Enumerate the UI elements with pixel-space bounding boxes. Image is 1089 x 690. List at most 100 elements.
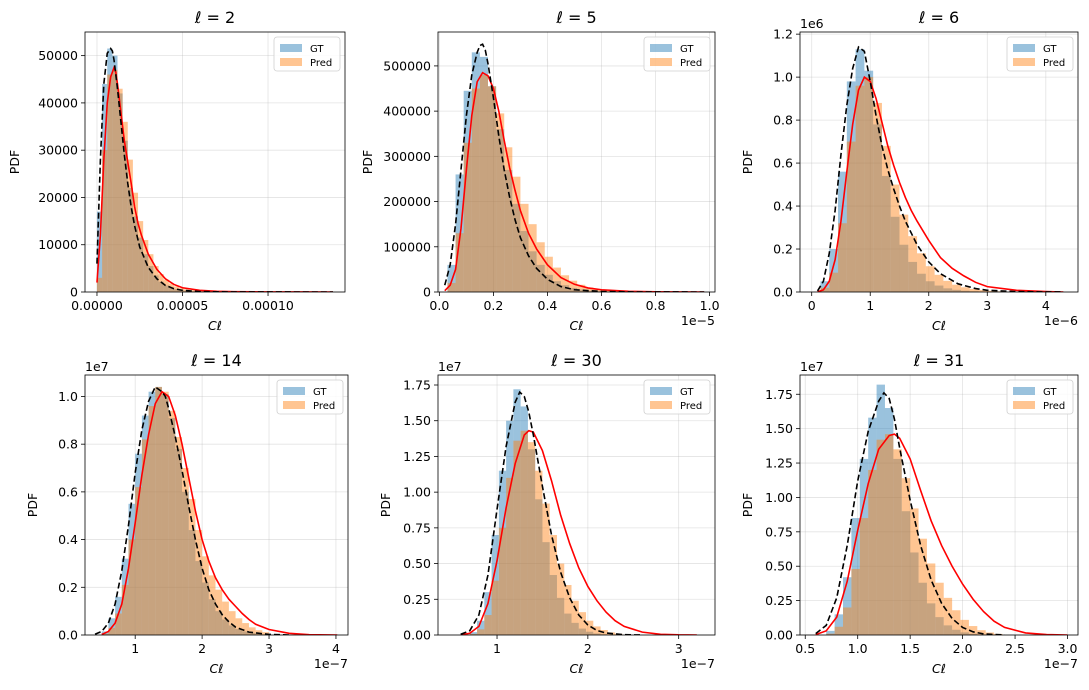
legend-gt-label: GT	[310, 44, 324, 55]
subplot-5: 1 2 30.000.250.500.751.001.251.501.75ℓ = 3…	[378, 351, 715, 676]
x-axis-label: Cℓ	[208, 318, 222, 333]
legend-gt-swatch	[1013, 387, 1035, 395]
y-tick-label: 1.2	[773, 27, 793, 42]
x-scale-label: 1e−7	[681, 656, 715, 671]
subplot-title: ℓ = 2	[194, 8, 235, 27]
x-tick-label: 0.2	[483, 298, 503, 313]
subplot-title: ℓ = 14	[190, 351, 242, 370]
y-tick-label: 200000	[383, 194, 431, 209]
pred-hist-bar	[488, 86, 496, 292]
x-tick-label: 3	[265, 641, 273, 656]
x-scale-label: 1e−6	[1044, 313, 1078, 328]
x-tick-label: 0.8	[646, 298, 666, 313]
x-tick-label: 0	[808, 298, 816, 313]
x-tick-label: 1.5	[900, 641, 920, 656]
x-axis-label: Cℓ	[570, 318, 584, 333]
pred-hist-bar	[149, 406, 156, 635]
pred-hist-bar	[521, 431, 528, 635]
pred-hist-bar	[464, 143, 472, 292]
y-axis-label: PDF	[740, 493, 755, 517]
pred-hist-bar	[236, 618, 243, 635]
pred-hist-bar	[952, 285, 961, 292]
pred-hist-bar	[535, 471, 542, 635]
pred-hist-bar	[115, 614, 122, 635]
pred-hist-bar	[477, 629, 484, 635]
subplot-4: 1 2 3 4 0.0 0.2 0.4 0.6 0.8 1.0 ℓ = 14 Cℓ PDF 1e−7 1e7…	[25, 351, 348, 676]
pred-hist-bar	[927, 563, 935, 635]
pred-hist-bar	[856, 86, 865, 292]
subplot-title: ℓ = 5	[555, 8, 596, 27]
x-tick-label: 3	[675, 641, 683, 656]
y-tick-label: 0	[70, 285, 78, 300]
y-tick-label: 30000	[38, 143, 78, 158]
y-scale-label: 1e7	[85, 359, 109, 374]
legend-pred-swatch	[280, 58, 302, 66]
subplot-6: 0.5 1.0 1.5 2.0 2.5 3.00.000.250.500.751.001.…	[740, 351, 1078, 676]
subplot-title: ℓ = 31	[913, 351, 965, 370]
legend-gt-swatch	[280, 44, 302, 52]
pred-hist-bar	[943, 281, 952, 292]
legend-gt-swatch	[283, 387, 305, 395]
pred-hist-bar	[860, 518, 868, 635]
legend: GT Pred	[277, 380, 343, 414]
pred-hist-bar	[164, 280, 169, 292]
x-tick-label: 3.0	[1058, 641, 1078, 656]
legend-pred-label: Pred	[310, 58, 332, 69]
x-axis-label: Cℓ	[210, 661, 224, 676]
plot-area	[445, 44, 704, 292]
plot-area	[816, 385, 1068, 635]
legend-pred-label: Pred	[1043, 58, 1065, 69]
x-tick-label: 4	[1042, 298, 1050, 313]
x-tick-label: 1	[866, 298, 874, 313]
y-axis-label: PDF	[740, 150, 755, 174]
pred-hist-bar	[910, 508, 918, 635]
y-tick-label: 0.0	[58, 628, 78, 643]
pred-hist-bar	[182, 468, 189, 635]
y-tick-label: 0.8	[773, 113, 793, 128]
figure-canvas: 0.00000 0.00005 0.000100100002000030000400…	[0, 0, 1089, 690]
legend-gt-label: GT	[313, 387, 327, 398]
legend-gt-label: GT	[1043, 387, 1057, 398]
pred-hist-bar	[873, 103, 882, 292]
pred-hist-bar	[572, 601, 579, 635]
y-tick-label: 0.75	[403, 520, 431, 535]
pred-hist-bar	[908, 236, 917, 292]
pred-hist-bar	[835, 627, 843, 635]
x-tick-label: 2	[198, 641, 206, 656]
pred-hist-bar	[472, 89, 480, 292]
x-scale-label: 1e−7	[1044, 656, 1078, 671]
figure: 0.00000 0.00005 0.00010 0 10000 20000 30000 400…	[0, 0, 1089, 690]
x-tick-label: 1.0	[700, 298, 720, 313]
legend-pred-label: Pred	[680, 401, 702, 412]
legend-pred-swatch	[283, 401, 305, 409]
y-axis-label: PDF	[378, 493, 393, 517]
x-tick-label: 1	[493, 641, 501, 656]
y-tick-label: 1.25	[765, 456, 793, 471]
pred-hist-bar	[882, 146, 891, 292]
x-tick-label: 0.00010	[242, 298, 294, 313]
x-tick-label: 0.5	[795, 641, 815, 656]
x-tick-label: 3	[983, 298, 991, 313]
pred-hist-bar	[128, 540, 135, 635]
y-tick-label: 10000	[38, 237, 78, 252]
y-tick-label: 0.00	[765, 628, 793, 643]
y-tick-label: 0.00	[403, 628, 431, 643]
y-tick-label: 0.50	[403, 556, 431, 571]
pred-hist-bar	[843, 607, 851, 635]
pred-hist-bar	[851, 569, 859, 635]
y-tick-label: 100000	[383, 239, 431, 254]
x-axis-label: Cℓ	[932, 661, 946, 676]
x-scale-label: 1e−7	[314, 656, 348, 671]
pred-hist-bar	[885, 434, 893, 635]
legend-gt-label: GT	[1043, 44, 1057, 55]
pred-hist-bar	[229, 611, 236, 635]
y-scale-label: 1e6	[800, 16, 824, 31]
plot-area	[97, 49, 333, 292]
y-tick-label: 400000	[383, 104, 431, 119]
legend-gt-label: GT	[680, 387, 694, 398]
subplot-title: ℓ = 6	[918, 8, 959, 27]
pred-hist-bar	[162, 392, 169, 635]
pred-hist-bar	[242, 623, 249, 635]
legend: GT Pred	[644, 37, 710, 71]
pred-hist-bar	[209, 575, 216, 635]
